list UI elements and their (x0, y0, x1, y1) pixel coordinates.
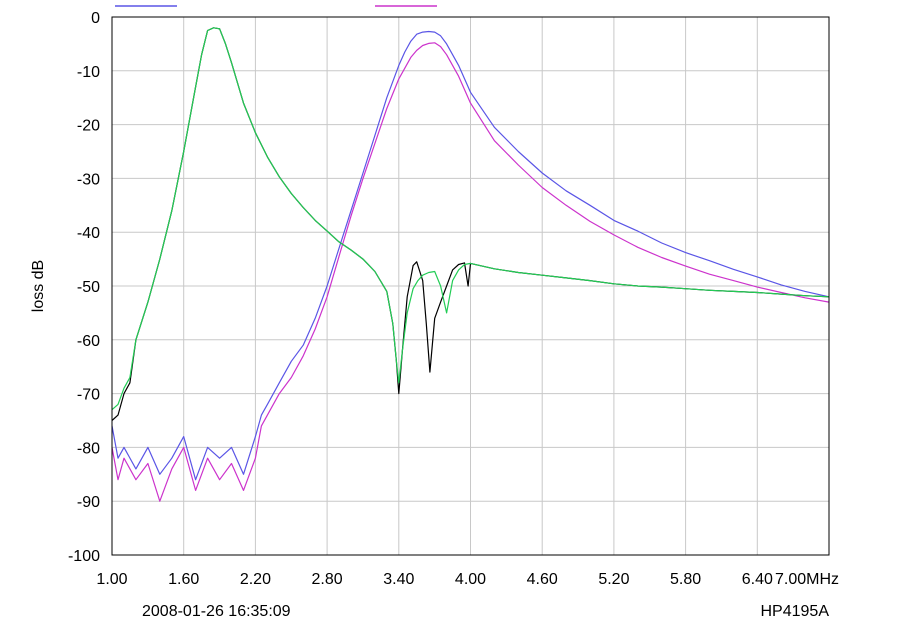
y-tick-labels: 0 -10 -20 -30 -40 -50 -60 -70 -80 -90 -100 (68, 10, 100, 565)
y-tick-label: 0 (91, 10, 100, 27)
y-tick-label: -90 (77, 494, 100, 511)
x-tick-label: 1.60 (168, 571, 199, 588)
x-tick-label: 7.00MHz (775, 571, 839, 588)
y-tick-label: -30 (77, 171, 100, 188)
y-tick-label: -100 (68, 548, 100, 565)
x-tick-label: 1.00 (96, 571, 127, 588)
x-tick-labels: 1.00 1.60 2.20 2.80 3.40 4.00 4.60 5.20 5.80 6.40… (96, 571, 839, 588)
y-tick-label: -50 (77, 279, 100, 296)
footer-instrument: HP4195A (761, 603, 830, 620)
plot-frame (111, 16, 830, 556)
series-line-4 (111, 27, 830, 411)
series-line-2 (111, 42, 830, 502)
series-line-1 (111, 30, 830, 481)
x-tick-label: 4.60 (527, 571, 558, 588)
footer-timestamp: 2008-01-26 16:35:09 (142, 603, 291, 620)
y-tick-label: -80 (77, 440, 100, 457)
x-tick-label: 5.20 (598, 571, 629, 588)
y-tick-label: -40 (77, 225, 100, 242)
x-tick-label: 4.00 (455, 571, 486, 588)
x-tick-label: 2.20 (240, 571, 271, 588)
x-tick-label: 3.40 (383, 571, 414, 588)
y-tick-label: -20 (77, 118, 100, 135)
grid (112, 17, 829, 555)
x-tick-label: 5.80 (670, 571, 701, 588)
y-tick-label: -60 (77, 333, 100, 350)
series-group (111, 27, 830, 502)
y-axis-label: loss dB (30, 260, 47, 312)
x-tick-label: 6.40 (742, 571, 773, 588)
x-tick-label: 2.80 (312, 571, 343, 588)
y-tick-label: -70 (77, 387, 100, 404)
y-tick-label: -10 (77, 64, 100, 81)
